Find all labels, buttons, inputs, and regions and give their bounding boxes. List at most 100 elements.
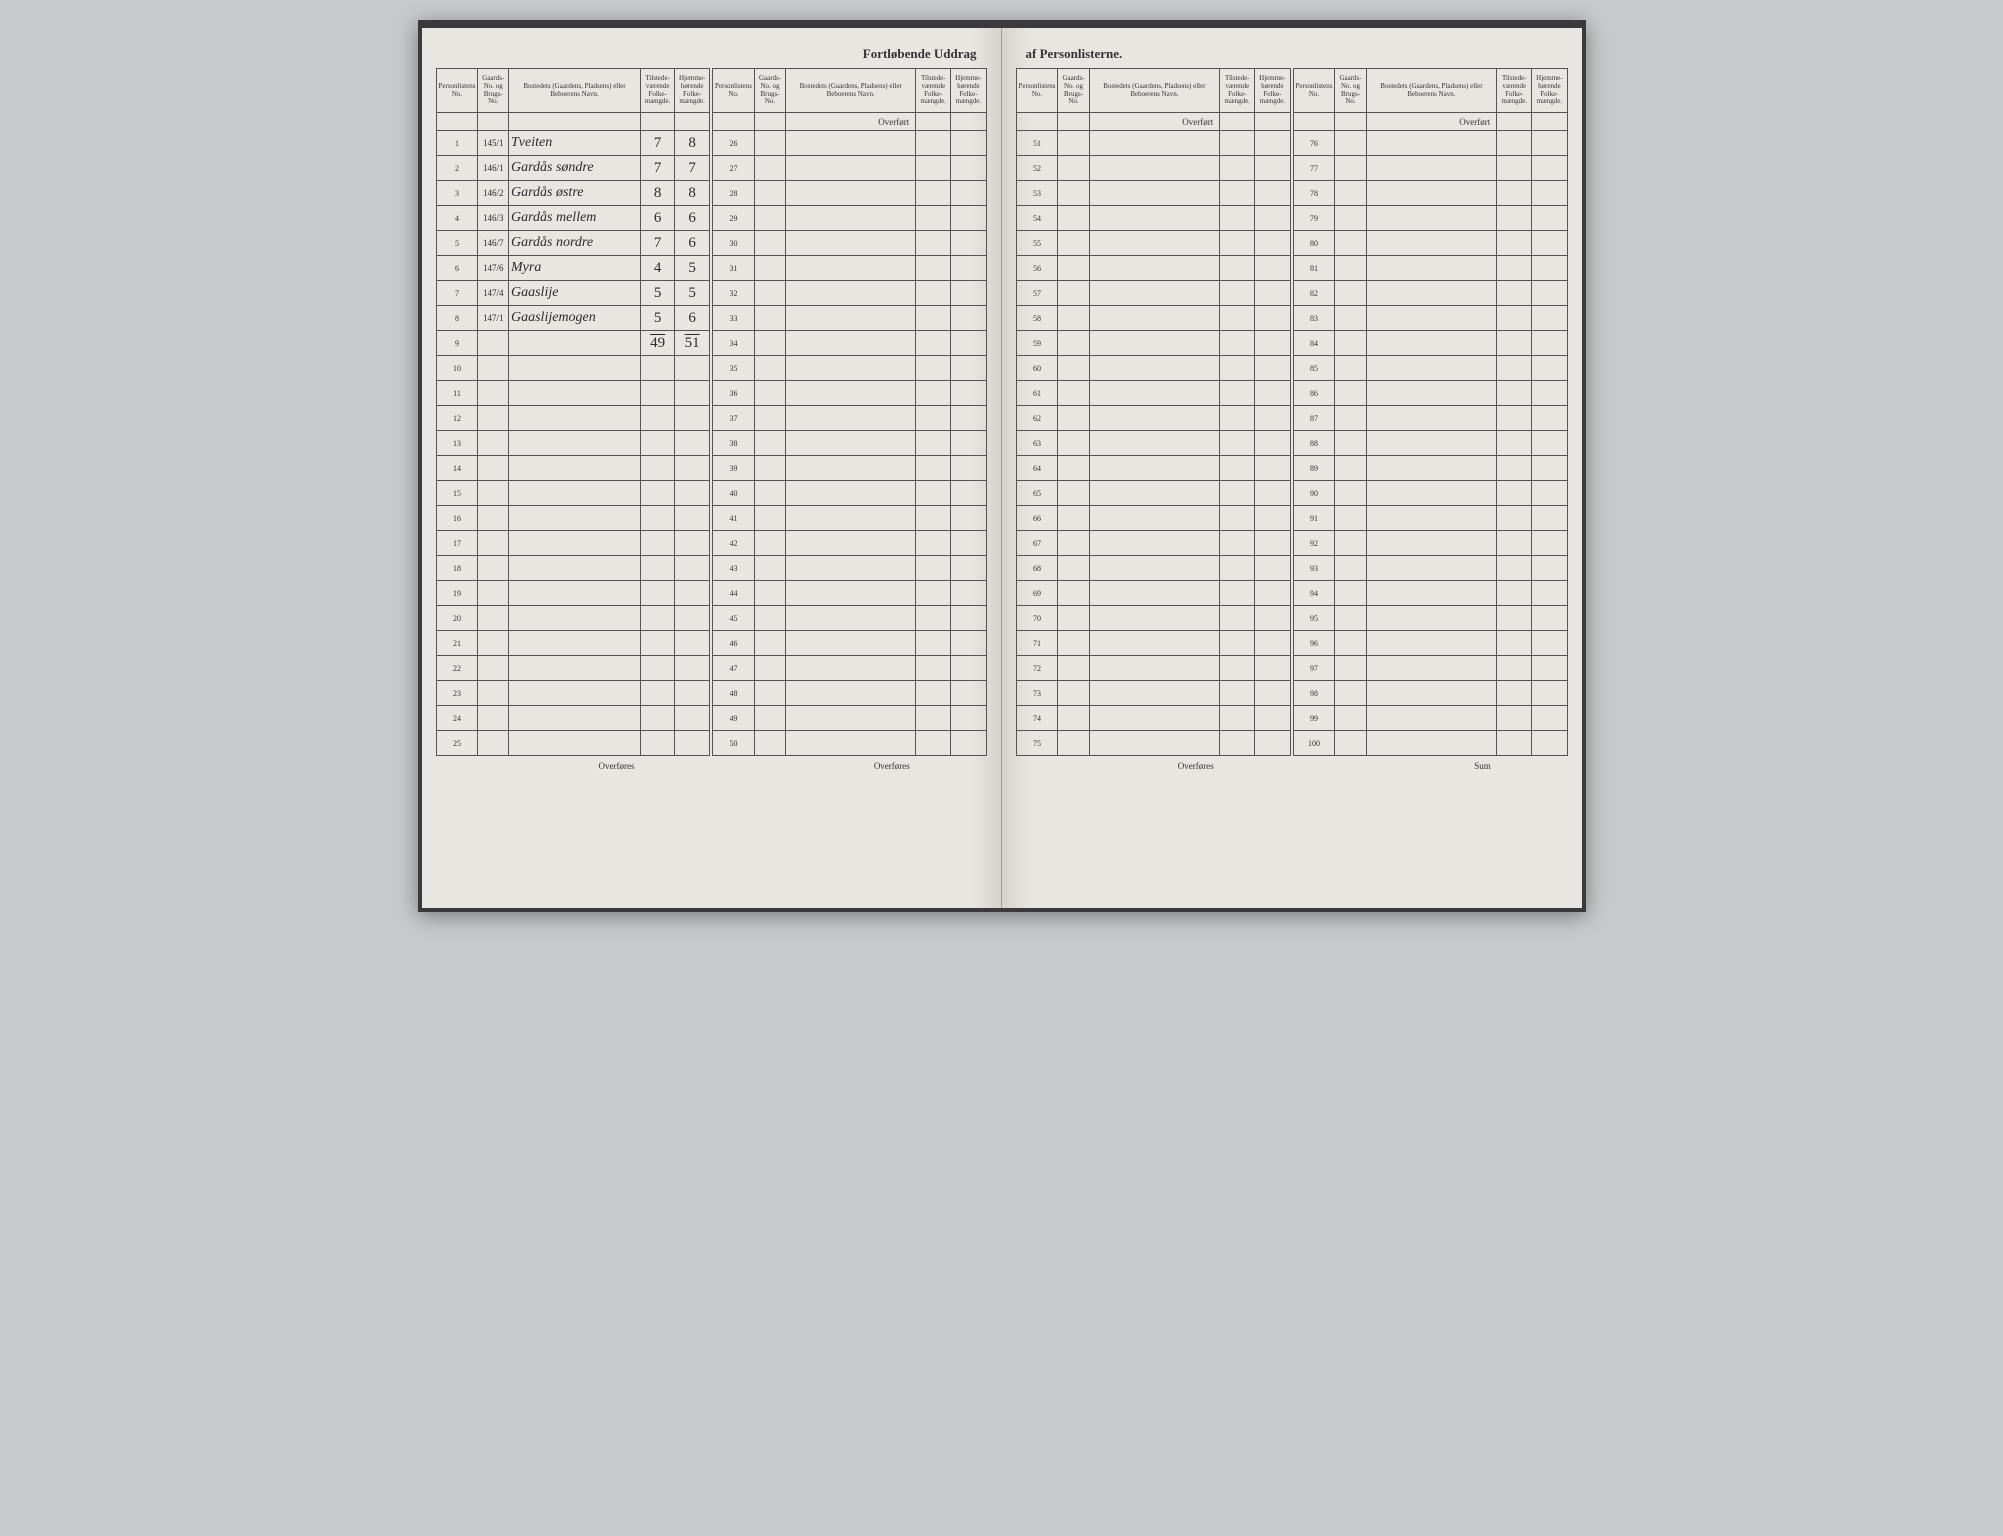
row-number: 25 bbox=[436, 731, 478, 756]
present-count bbox=[1497, 331, 1532, 356]
present-count bbox=[1497, 631, 1532, 656]
gaard-no bbox=[1058, 281, 1089, 306]
row-number: 19 bbox=[436, 581, 478, 606]
row-number: 94 bbox=[1293, 581, 1335, 606]
row-number: 14 bbox=[436, 456, 478, 481]
present-count bbox=[916, 556, 951, 581]
table-row: 29 bbox=[713, 206, 987, 231]
property-name: Gardås søndre bbox=[509, 156, 641, 181]
present-count bbox=[1220, 181, 1255, 206]
present-count: 49 bbox=[641, 331, 675, 356]
resident-count bbox=[675, 681, 710, 706]
table-row: 94951 bbox=[436, 331, 710, 356]
gaard-no bbox=[1058, 331, 1089, 356]
header-hjem: Hjemme-hørende Folke-mængde. bbox=[1532, 69, 1567, 113]
row-number: 53 bbox=[1016, 181, 1058, 206]
resident-count bbox=[1532, 731, 1567, 756]
present-count bbox=[1220, 506, 1255, 531]
table-row: 46 bbox=[713, 631, 987, 656]
row-number: 1 bbox=[436, 131, 478, 156]
table-row: 34 bbox=[713, 331, 987, 356]
resident-count: 7 bbox=[675, 156, 710, 181]
gaard-no bbox=[1058, 506, 1089, 531]
table-row: 37 bbox=[713, 406, 987, 431]
gaard-no bbox=[1335, 431, 1366, 456]
header-name: Bostedets (Gaardens, Pladsens) eller Beb… bbox=[509, 69, 641, 113]
property-name bbox=[786, 631, 916, 656]
row-number: 54 bbox=[1016, 206, 1058, 231]
gaard-no bbox=[1335, 356, 1366, 381]
present-count bbox=[916, 381, 951, 406]
present-count bbox=[1497, 356, 1532, 381]
gaard-no bbox=[754, 331, 785, 356]
row-number: 61 bbox=[1016, 381, 1058, 406]
present-count bbox=[641, 631, 675, 656]
property-name bbox=[509, 481, 641, 506]
property-name: Gaaslijemogen bbox=[509, 306, 641, 331]
gaard-no bbox=[1335, 156, 1366, 181]
table-row: 11 bbox=[436, 381, 710, 406]
present-count bbox=[916, 181, 951, 206]
property-name bbox=[1366, 256, 1497, 281]
property-name bbox=[786, 656, 916, 681]
gaard-no bbox=[1335, 381, 1366, 406]
table-row: 83 bbox=[1293, 306, 1567, 331]
row-number: 99 bbox=[1293, 706, 1335, 731]
gaard-no bbox=[1058, 456, 1089, 481]
row-number: 47 bbox=[713, 656, 755, 681]
row-number: 49 bbox=[713, 706, 755, 731]
resident-count bbox=[1255, 306, 1290, 331]
property-name bbox=[786, 731, 916, 756]
table-row: 52 bbox=[1016, 156, 1290, 181]
header-no: Personlistens No. bbox=[1293, 69, 1335, 113]
row-number: 100 bbox=[1293, 731, 1335, 756]
property-name bbox=[1089, 306, 1220, 331]
resident-count bbox=[951, 331, 986, 356]
present-count bbox=[916, 506, 951, 531]
present-count: 5 bbox=[641, 281, 675, 306]
table-row: 2146/1Gardås søndre77 bbox=[436, 156, 710, 181]
gaard-no bbox=[1335, 706, 1366, 731]
present-count bbox=[641, 556, 675, 581]
present-count bbox=[641, 481, 675, 506]
present-count bbox=[1220, 531, 1255, 556]
property-name bbox=[1366, 231, 1497, 256]
resident-count bbox=[675, 406, 710, 431]
present-count bbox=[916, 281, 951, 306]
row-number: 97 bbox=[1293, 656, 1335, 681]
present-count bbox=[916, 256, 951, 281]
resident-count bbox=[1532, 131, 1567, 156]
header-tils: Tilstede-værende Folke-mængde. bbox=[916, 69, 951, 113]
table-row: 87 bbox=[1293, 406, 1567, 431]
gaard-no bbox=[754, 556, 785, 581]
gaard-no bbox=[1335, 281, 1366, 306]
table-row: 36 bbox=[713, 381, 987, 406]
present-count bbox=[1497, 581, 1532, 606]
row-number: 40 bbox=[713, 481, 755, 506]
table-row: 12 bbox=[436, 406, 710, 431]
table-row: 76 bbox=[1293, 131, 1567, 156]
gaard-no bbox=[754, 431, 785, 456]
present-count: 7 bbox=[641, 156, 675, 181]
gaard-no bbox=[754, 456, 785, 481]
table-row: 57 bbox=[1016, 281, 1290, 306]
property-name bbox=[1089, 381, 1220, 406]
property-name bbox=[1366, 431, 1497, 456]
gaard-no bbox=[1335, 231, 1366, 256]
resident-count bbox=[675, 456, 710, 481]
resident-count bbox=[675, 356, 710, 381]
property-name bbox=[786, 606, 916, 631]
resident-count bbox=[675, 631, 710, 656]
property-name bbox=[1366, 731, 1497, 756]
table-row: 42 bbox=[713, 531, 987, 556]
gaard-no bbox=[478, 706, 509, 731]
resident-count: 6 bbox=[675, 306, 710, 331]
property-name: Tveiten bbox=[509, 131, 641, 156]
property-name bbox=[786, 181, 916, 206]
row-number: 50 bbox=[713, 731, 755, 756]
present-count bbox=[916, 306, 951, 331]
gaard-no bbox=[1335, 681, 1366, 706]
table-row: 82 bbox=[1293, 281, 1567, 306]
table-row: 24 bbox=[436, 706, 710, 731]
table-row: 54 bbox=[1016, 206, 1290, 231]
